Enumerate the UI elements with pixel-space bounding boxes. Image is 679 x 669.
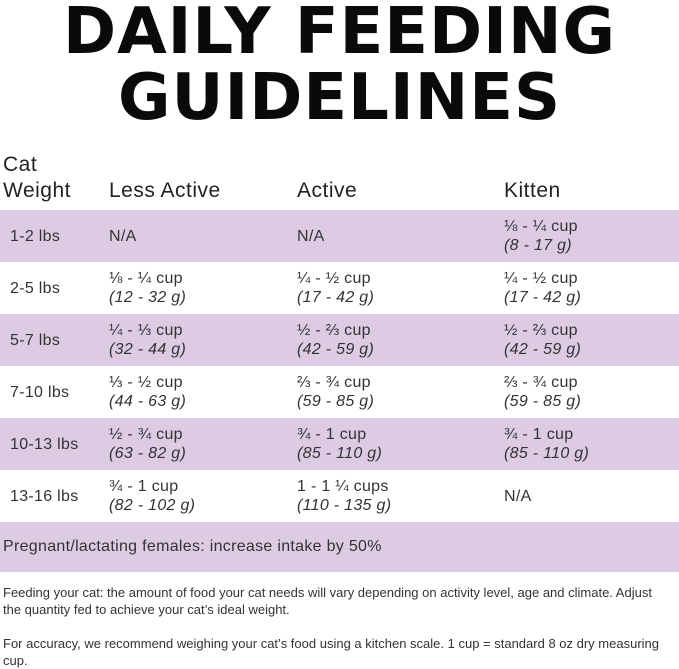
table-row: 10-13 lbs ½ - ¾ cup (63 - 82 g) ¾ - 1 cup (8… bbox=[0, 418, 679, 470]
weight-cell: 5-7 lbs bbox=[10, 314, 60, 366]
kitten-cell: ¼ - ½ cup (17 - 42 g) bbox=[504, 262, 581, 314]
cup-amount: ¼ - ½ cup bbox=[504, 270, 578, 287]
cup-amount: ¾ - 1 cup bbox=[109, 478, 179, 495]
less-active-cell: N/A bbox=[109, 210, 137, 262]
active-cell: ¾ - 1 cup (85 - 110 g) bbox=[297, 418, 382, 470]
weight-cell: 10-13 lbs bbox=[10, 418, 79, 470]
kitten-cell: ⅛ - ¼ cup (8 - 17 g) bbox=[504, 210, 578, 262]
weight-text: 5-7 lbs bbox=[10, 331, 61, 349]
cup-amount: N/A bbox=[297, 227, 325, 245]
kitten-cell: ½ - ⅔ cup (42 - 59 g) bbox=[504, 314, 581, 366]
active-cell: ¼ - ½ cup (17 - 42 g) bbox=[297, 262, 374, 314]
gram-amount: (42 - 59 g) bbox=[504, 341, 582, 358]
header-active: Active bbox=[297, 179, 358, 202]
gram-amount: (59 - 85 g) bbox=[504, 393, 582, 410]
gram-amount: (44 - 63 g) bbox=[109, 393, 187, 410]
cup-amount: ⅛ - ¼ cup bbox=[504, 218, 578, 235]
cup-amount: ⅔ - ¾ cup bbox=[297, 374, 371, 391]
weight-cell: 13-16 lbs bbox=[10, 470, 79, 522]
accuracy-note: For accuracy, we recommend weighing your… bbox=[3, 636, 659, 668]
gram-amount: (63 - 82 g) bbox=[109, 445, 187, 462]
table-row: 1-2 lbs N/A N/A ⅛ - ¼ cup (8 - 17 g) bbox=[0, 210, 679, 262]
cup-amount: ¼ - ½ cup bbox=[297, 270, 371, 287]
weight-cell: 1-2 lbs bbox=[10, 210, 60, 262]
gram-amount: (8 - 17 g) bbox=[504, 237, 572, 254]
kitten-cell: ¾ - 1 cup (85 - 110 g) bbox=[504, 418, 589, 470]
gram-amount: (17 - 42 g) bbox=[504, 289, 582, 306]
gram-amount: (12 - 32 g) bbox=[109, 289, 187, 306]
table-row: 2-5 lbs ⅛ - ¼ cup (12 - 32 g) ¼ - ½ cup (17 … bbox=[0, 262, 679, 314]
cup-amount: ½ - ⅔ cup bbox=[504, 322, 578, 339]
gram-amount: (59 - 85 g) bbox=[297, 393, 375, 410]
page-title-line2: GUIDELINES bbox=[117, 61, 562, 135]
less-active-cell: ⅓ - ½ cup (44 - 63 g) bbox=[109, 366, 186, 418]
table-row: 5-7 lbs ¼ - ⅓ cup (32 - 44 g) ½ - ⅔ cup (42 … bbox=[0, 314, 679, 366]
gram-amount: (32 - 44 g) bbox=[109, 341, 187, 358]
cup-amount: 1 - 1 ¼ cups bbox=[297, 478, 389, 495]
table-row: 7-10 lbs ⅓ - ½ cup (44 - 63 g) ⅔ - ¾ cup (59… bbox=[0, 366, 679, 418]
cup-amount: ½ - ⅔ cup bbox=[297, 322, 371, 339]
active-cell: ⅔ - ¾ cup (59 - 85 g) bbox=[297, 366, 374, 418]
cup-amount: ¼ - ⅓ cup bbox=[109, 322, 183, 339]
cup-amount: N/A bbox=[109, 227, 137, 245]
cup-amount: ⅓ - ½ cup bbox=[109, 374, 183, 391]
cup-amount: ⅛ - ¼ cup bbox=[109, 270, 183, 287]
pregnant-note: Pregnant/lactating females: increase int… bbox=[0, 522, 679, 572]
active-cell: ½ - ⅔ cup (42 - 59 g) bbox=[297, 314, 374, 366]
less-active-cell: ½ - ¾ cup (63 - 82 g) bbox=[109, 418, 186, 470]
kitten-cell: ⅔ - ¾ cup (59 - 85 g) bbox=[504, 366, 581, 418]
cup-amount: ½ - ¾ cup bbox=[109, 426, 183, 443]
weight-text: 2-5 lbs bbox=[10, 279, 61, 297]
gram-amount: (82 - 102 g) bbox=[109, 497, 196, 514]
cup-amount: ¾ - 1 cup bbox=[297, 426, 367, 443]
weight-cell: 2-5 lbs bbox=[10, 262, 60, 314]
weight-cell: 7-10 lbs bbox=[10, 366, 69, 418]
gram-amount: (17 - 42 g) bbox=[297, 289, 375, 306]
less-active-cell: ⅛ - ¼ cup (12 - 32 g) bbox=[109, 262, 186, 314]
header-cat: Cat bbox=[3, 153, 38, 176]
cup-amount: ⅔ - ¾ cup bbox=[504, 374, 578, 391]
feeding-note: Feeding your cat: the amount of food you… bbox=[3, 585, 652, 617]
weight-text: 10-13 lbs bbox=[10, 435, 79, 453]
header-cat-weight: Cat Weight bbox=[3, 152, 71, 204]
gram-amount: (85 - 110 g) bbox=[297, 445, 383, 462]
less-active-cell: ¼ - ⅓ cup (32 - 44 g) bbox=[109, 314, 186, 366]
weight-text: 13-16 lbs bbox=[10, 487, 79, 505]
table-row: 13-16 lbs ¾ - 1 cup (82 - 102 g) 1 - 1 ¼ cu… bbox=[0, 470, 679, 522]
active-cell: 1 - 1 ¼ cups (110 - 135 g) bbox=[297, 470, 391, 522]
active-cell: N/A bbox=[297, 210, 325, 262]
less-active-cell: ¾ - 1 cup (82 - 102 g) bbox=[109, 470, 195, 522]
page-title-line1: DAILY FEEDING bbox=[62, 0, 617, 69]
gram-amount: (110 - 135 g) bbox=[297, 497, 392, 514]
cup-amount: ¾ - 1 cup bbox=[504, 426, 574, 443]
kitten-cell: N/A bbox=[504, 470, 532, 522]
header-less-active: Less Active bbox=[109, 179, 221, 202]
header-kitten: Kitten bbox=[504, 179, 561, 202]
weight-text: 7-10 lbs bbox=[10, 383, 70, 401]
weight-text: 1-2 lbs bbox=[10, 227, 61, 245]
cup-amount: N/A bbox=[504, 487, 532, 505]
gram-amount: (42 - 59 g) bbox=[297, 341, 375, 358]
header-weight: Weight bbox=[3, 179, 71, 202]
gram-amount: (85 - 110 g) bbox=[504, 445, 590, 462]
